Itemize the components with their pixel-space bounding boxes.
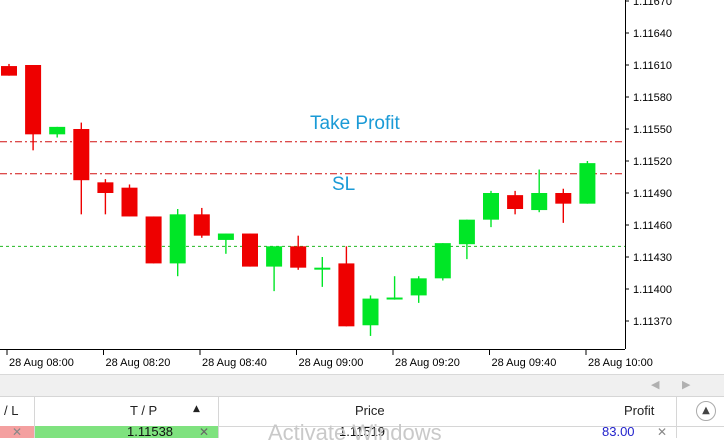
column-separator xyxy=(218,396,219,438)
bearish-candle xyxy=(507,195,524,209)
bullish-candle xyxy=(386,297,403,300)
price-tick-label: 1.11460 xyxy=(633,220,672,232)
bearish-candle xyxy=(242,233,258,267)
time-tick-label: 28 Aug 09:40 xyxy=(492,357,557,369)
price-tick-label: 1.11640 xyxy=(633,28,672,40)
time-tick-label: 28 Aug 10:00 xyxy=(588,357,653,369)
tp-column-header[interactable]: T / P xyxy=(130,403,158,418)
sl-column-header[interactable]: / L xyxy=(4,403,19,418)
profit-cell: 83.00 ✕ xyxy=(560,426,676,438)
collapse-panel-icon[interactable]: ▲ xyxy=(696,401,716,421)
time-tick-label: 28 Aug 08:20 xyxy=(106,357,171,369)
price-tick-label: 1.11550 xyxy=(633,124,672,136)
bearish-candle xyxy=(121,187,138,217)
bullish-candle xyxy=(434,243,451,279)
bullish-candle xyxy=(266,246,283,267)
sl-cell[interactable]: ✕ xyxy=(0,426,34,438)
profit-value: 83.00 xyxy=(602,426,635,438)
bullish-candle xyxy=(458,219,475,245)
tp-value: 1.11538 xyxy=(127,426,174,438)
profit-column-header[interactable]: Profit xyxy=(624,403,655,418)
column-separator xyxy=(676,396,677,438)
price-tick-label: 1.11400 xyxy=(633,284,672,296)
bullish-candle xyxy=(169,214,186,264)
clear-tp-icon[interactable]: ✕ xyxy=(199,426,210,438)
time-tick-label: 28 Aug 08:00 xyxy=(9,357,74,369)
bearish-candle xyxy=(145,216,162,264)
price-chart[interactable]: 1.11670 1.11640 1.11610 1.11580 1.11550 1.115… xyxy=(0,0,724,374)
bearish-candle xyxy=(290,246,307,268)
trade-table-header: / L T / P ▲ Price Profit xyxy=(0,396,724,427)
bullish-candle xyxy=(579,163,596,204)
bearish-candle xyxy=(555,193,572,204)
take-profit-label: Take Profit xyxy=(310,113,400,134)
bearish-candle xyxy=(97,182,114,193)
time-tick-label: 28 Aug 09:00 xyxy=(299,357,364,369)
price-tick-label: 1.11430 xyxy=(633,252,672,264)
candlestick-chart[interactable]: 1.11670 1.11640 1.11610 1.11580 1.11550 1.115… xyxy=(0,0,724,374)
bullish-candle xyxy=(314,267,331,270)
bullish-candle xyxy=(483,193,499,220)
bullish-candle xyxy=(531,193,548,211)
scroll-left-icon[interactable]: ◀ xyxy=(651,378,660,391)
price-value: 1.11519 xyxy=(339,426,386,438)
windows-activation-watermark: Activate Windows xyxy=(268,420,442,445)
sort-ascending-icon[interactable]: ▲ xyxy=(193,404,200,414)
bullish-candle xyxy=(217,233,234,240)
time-tick-label: 28 Aug 09:20 xyxy=(395,357,460,369)
price-tick-label: 1.11520 xyxy=(633,156,672,168)
price-tick-label: 1.11490 xyxy=(633,188,672,200)
price-tick-label: 1.11610 xyxy=(633,60,672,72)
bearish-candle xyxy=(25,65,42,135)
column-separator xyxy=(34,396,35,438)
bearish-candle xyxy=(338,263,355,327)
tp-cell[interactable]: 1.11538 ✕ xyxy=(35,426,218,438)
bullish-candle xyxy=(410,278,427,296)
clear-sl-icon[interactable]: ✕ xyxy=(12,426,23,438)
bearish-candle xyxy=(1,66,17,76)
price-tick-label: 1.11670 xyxy=(633,0,672,8)
bullish-candle xyxy=(362,298,379,326)
price-column-header[interactable]: Price xyxy=(355,403,385,418)
price-cell: 1.11519 xyxy=(219,426,399,438)
table-row[interactable]: ✕ 1.11538 ✕ 1.11519 83.00 ✕ xyxy=(0,426,724,438)
price-tick-label: 1.11370 xyxy=(633,316,672,328)
stop-loss-label: SL xyxy=(332,174,355,195)
price-tick-label: 1.11580 xyxy=(633,92,672,104)
bullish-candle xyxy=(49,126,66,135)
bearish-candle xyxy=(73,129,90,181)
scroll-right-icon[interactable]: ▶ xyxy=(682,378,691,391)
chart-scrollbar[interactable]: ◀ ▶ xyxy=(0,374,724,397)
close-position-icon[interactable]: ✕ xyxy=(657,426,668,438)
time-tick-label: 28 Aug 08:40 xyxy=(202,357,267,369)
bearish-candle xyxy=(193,214,210,236)
